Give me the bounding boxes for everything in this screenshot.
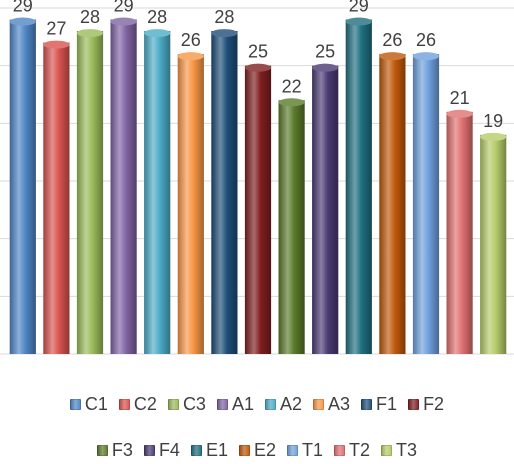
data-label-t1: 26 — [416, 30, 436, 50]
legend-label-c1: C1 — [84, 394, 108, 414]
bar-cap-a2 — [144, 29, 171, 38]
legend-swatch-a2 — [264, 399, 276, 410]
bar-a2 — [144, 31, 171, 355]
legend-swatch-t2 — [334, 445, 346, 456]
legend-label-f4: F4 — [158, 440, 180, 460]
bar-cap-c1 — [9, 17, 36, 26]
legend-item-e2: E2 — [238, 440, 277, 461]
bar-cap-t3 — [480, 132, 507, 141]
legend-label-a2: A2 — [279, 394, 303, 414]
data-label-c1: 29 — [13, 0, 33, 16]
legend-label-f3: F3 — [111, 440, 133, 460]
bar-c3 — [76, 31, 104, 355]
bar-cap-f3 — [278, 98, 305, 107]
bar-f2 — [244, 65, 272, 355]
bar-c2 — [43, 42, 70, 354]
legend-item-f4: F4 — [143, 440, 180, 461]
bar-e2 — [379, 54, 406, 355]
legend-swatch-f2 — [408, 399, 420, 410]
bar-t1 — [412, 54, 440, 355]
legend-swatch-e1 — [190, 445, 202, 456]
legend-label-e2: E2 — [253, 440, 277, 460]
legend-swatch-f4 — [143, 445, 155, 456]
data-label-e1: 29 — [349, 0, 369, 16]
data-label-a1: 29 — [114, 0, 134, 16]
bar-c1 — [9, 19, 36, 355]
bar-cap-e1 — [345, 17, 372, 26]
legend-item-f1: F1 — [361, 394, 397, 415]
bar-f4 — [312, 65, 339, 355]
bar-cap-f4 — [312, 63, 339, 72]
legend-item-f3: F3 — [96, 440, 133, 461]
bar-cap-c3 — [76, 29, 104, 38]
data-labels: 29 27 28 29 28 26 28 25 22 25 29 26 26 21 19 — [13, 0, 503, 131]
legend-item-a2: A2 — [264, 394, 303, 415]
data-label-t3: 19 — [483, 111, 503, 131]
bar-f1 — [211, 31, 238, 355]
legend-item-c1: C1 — [69, 394, 108, 415]
legend-swatch-f3 — [96, 445, 108, 456]
bar-a1 — [110, 19, 137, 355]
bar-e1 — [345, 19, 372, 355]
legend-label-c3: C3 — [182, 394, 206, 414]
bar-chart: 29 27 28 29 28 26 28 25 22 25 29 26 26 21 19 — [0, 0, 514, 355]
legend-swatch-c2 — [118, 399, 130, 410]
legend-item-f2: F2 — [408, 394, 444, 415]
legend-item-t2: T2 — [334, 440, 370, 461]
data-label-c2: 27 — [46, 19, 66, 39]
legend-swatch-t1 — [287, 445, 299, 456]
bars — [9, 17, 507, 355]
data-label-t2: 21 — [450, 88, 470, 108]
bar-t2 — [446, 111, 473, 354]
bar-a3 — [177, 54, 204, 355]
legend-label-t3: T3 — [396, 440, 418, 460]
bar-cap-e2 — [379, 52, 406, 61]
legend-label-a1: A1 — [231, 394, 254, 414]
bar-cap-t1 — [412, 52, 440, 61]
bar-cap-c2 — [43, 40, 70, 49]
data-label-e2: 26 — [382, 30, 402, 50]
data-label-a2: 28 — [147, 7, 167, 27]
bar-f3 — [278, 100, 305, 355]
legend-label-t2: T2 — [349, 440, 371, 460]
legend-label-f2: F2 — [423, 394, 445, 414]
bar-cap-a1 — [110, 17, 137, 26]
data-label-c3: 28 — [80, 7, 100, 27]
legend-row-1: C1 C2 C3 A1 A2 A3 F1 F2 — [0, 394, 514, 415]
legend-swatch-a3 — [313, 399, 325, 410]
legend-swatch-t3 — [381, 445, 393, 456]
legend-swatch-c3 — [167, 399, 179, 410]
legend-swatch-c1 — [69, 399, 81, 410]
legend-item-a3: A3 — [313, 394, 350, 415]
legend-item-t1: T1 — [287, 440, 323, 461]
legend-item-t3: T3 — [381, 440, 417, 461]
data-label-a3: 26 — [181, 30, 201, 50]
bar-cap-t2 — [446, 109, 473, 118]
legend-item-e1: E1 — [190, 440, 228, 461]
legend-swatch-e2 — [238, 445, 250, 456]
data-label-f2: 25 — [248, 42, 268, 62]
data-label-f3: 22 — [282, 76, 302, 96]
legend-label-f1: F1 — [376, 394, 398, 414]
legend-item-c3: C3 — [167, 394, 206, 415]
data-label-f1: 28 — [214, 7, 234, 27]
legend-row-2: F3 F4 E1 E2 T1 T2 T3 — [0, 440, 514, 461]
legend-item-a1: A1 — [216, 394, 254, 415]
legend-label-a3: A3 — [328, 394, 351, 414]
legend-label-c2: C2 — [133, 394, 157, 414]
legend-label-e1: E1 — [205, 440, 228, 460]
bar-cap-a3 — [177, 52, 204, 61]
bar-cap-f1 — [211, 29, 238, 38]
legend-swatch-a1 — [216, 399, 228, 410]
legend-label-t1: T1 — [302, 440, 324, 460]
bar-t3 — [480, 134, 507, 354]
data-label-f4: 25 — [315, 42, 335, 62]
legend-item-c2: C2 — [118, 394, 157, 415]
legend-swatch-f1 — [361, 399, 373, 410]
bar-cap-f2 — [244, 63, 272, 72]
